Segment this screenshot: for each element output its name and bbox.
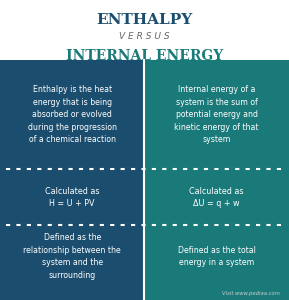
Bar (0, 60, 144, 300)
Text: ENTHALPY: ENTHALPY (96, 13, 193, 26)
Text: Defined as the
relationship between the
system and the
surrounding: Defined as the relationship between the … (23, 233, 121, 280)
Text: Calculated as
H = U + PV: Calculated as H = U + PV (45, 187, 99, 208)
Text: Defined as the total
energy in a system: Defined as the total energy in a system (178, 246, 256, 267)
Text: Calculated as
ΔU = q + w: Calculated as ΔU = q + w (190, 187, 244, 208)
Text: Internal energy of a
system is the sum of
potential energy and
kinetic energy of: Internal energy of a system is the sum o… (175, 85, 259, 144)
Text: Visit www.pediaa.com: Visit www.pediaa.com (223, 291, 280, 296)
Text: INTERNAL ENERGY: INTERNAL ENERGY (66, 49, 223, 62)
Bar (144, 60, 289, 300)
Text: Enthalpy is the heat
energy that is being
absorbed or evolved
during the progres: Enthalpy is the heat energy that is bein… (28, 85, 117, 144)
Text: V E R S U S: V E R S U S (119, 32, 170, 41)
